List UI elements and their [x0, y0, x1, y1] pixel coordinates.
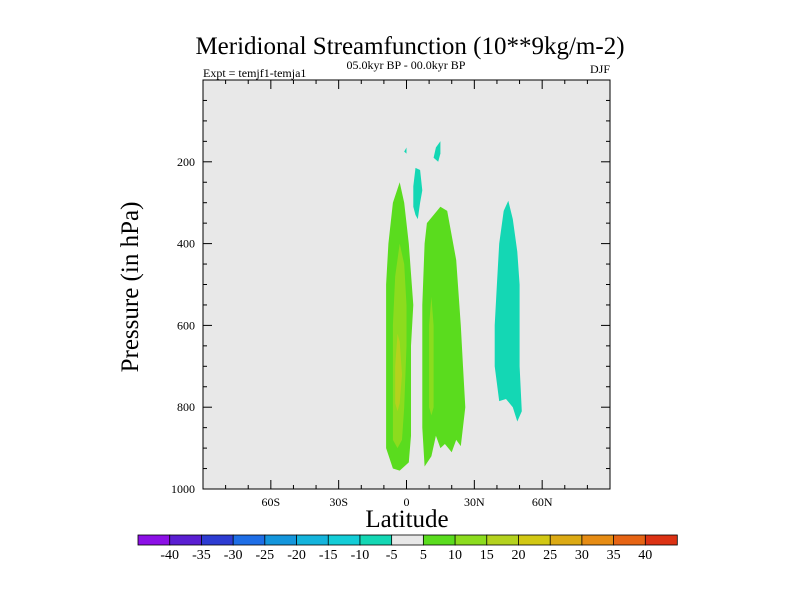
colorbar-label: -35	[192, 548, 211, 563]
y-tick-label: 1000	[171, 482, 195, 496]
y-tick-label: 400	[177, 237, 195, 251]
y-tick-label: 800	[177, 400, 195, 414]
colorbar-swatch	[328, 535, 360, 545]
y-axis-label: Pressure (in hPa)	[117, 202, 144, 373]
colorbar-swatch	[297, 535, 329, 545]
colorbar-swatch	[265, 535, 297, 545]
colorbar-swatch	[170, 535, 202, 545]
colorbar: -40 -35 -30 -25 -20 -15 -10 -5 5 10 15 20 25 30 35 40	[138, 535, 677, 563]
colorbar-label: -10	[351, 548, 370, 563]
colorbar-swatch	[487, 535, 519, 545]
colorbar-label: 5	[420, 548, 427, 563]
colorbar-swatch	[582, 535, 614, 545]
colorbar-label: 15	[480, 548, 494, 563]
colorbar-swatch	[518, 535, 550, 545]
colorbar-label: 10	[448, 548, 462, 563]
colorbar-label: -40	[160, 548, 179, 563]
colorbar-swatch	[392, 535, 424, 545]
contour-chart: Meridional Streamfunction (10**9kg/m-2) …	[0, 0, 800, 600]
colorbar-swatch	[138, 535, 170, 545]
x-axis-label: Latitude	[365, 506, 448, 533]
colorbar-label: -25	[255, 548, 274, 563]
experiment-label: Expt = temjf1-temja1	[203, 66, 306, 80]
colorbar-label: -15	[319, 548, 338, 563]
colorbar-swatch	[455, 535, 487, 545]
colorbar-swatch	[233, 535, 265, 545]
colorbar-swatch	[360, 535, 392, 545]
colorbar-label: 30	[575, 548, 589, 563]
colorbar-swatch	[550, 535, 582, 545]
period-label: 05.0kyr BP - 00.0kyr BP	[347, 58, 466, 72]
season-label: DJF	[590, 62, 610, 76]
y-tick-label: 600	[177, 318, 195, 332]
x-tick-label: 60N	[532, 495, 553, 509]
colorbar-swatch	[645, 535, 677, 545]
colorbar-swatch	[423, 535, 455, 545]
x-tick-label: 30N	[464, 495, 485, 509]
colorbar-swatch	[614, 535, 646, 545]
y-tick-label: 200	[177, 155, 195, 169]
colorbar-swatch	[201, 535, 233, 545]
colorbar-label: 20	[511, 548, 525, 563]
colorbar-label: 25	[543, 548, 557, 563]
chart-title: Meridional Streamfunction (10**9kg/m-2)	[195, 33, 624, 60]
colorbar-label: -5	[386, 548, 398, 563]
x-tick-label: 60S	[261, 495, 280, 509]
colorbar-label: 35	[607, 548, 621, 563]
colorbar-label: -30	[224, 548, 243, 563]
x-tick-label: 30S	[329, 495, 348, 509]
colorbar-label: 40	[638, 548, 652, 563]
colorbar-label: -20	[287, 548, 306, 563]
